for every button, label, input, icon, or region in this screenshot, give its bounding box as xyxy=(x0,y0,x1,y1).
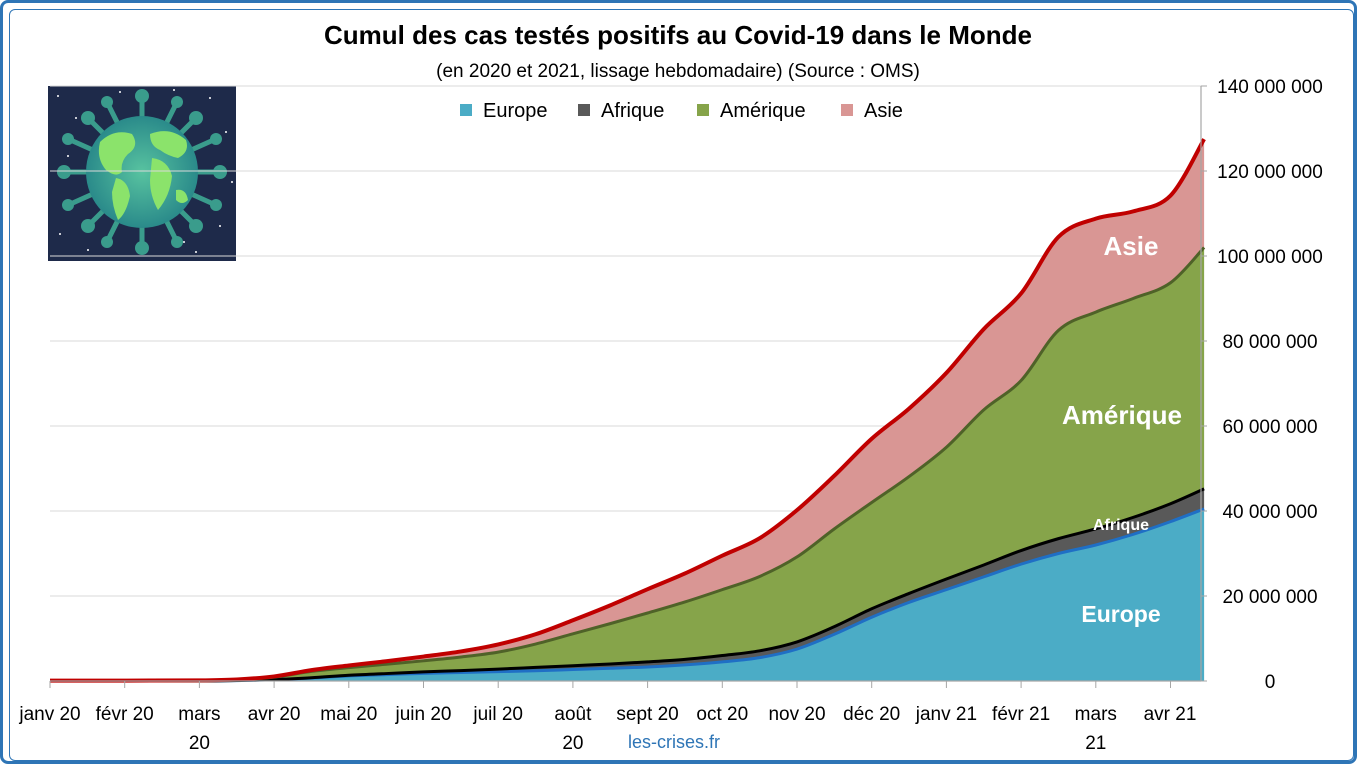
legend-swatch-europe xyxy=(460,104,472,116)
chart-subtitle: (en 2020 et 2021, lissage hebdomadaire) … xyxy=(436,61,920,82)
line-afrique xyxy=(49,487,1205,683)
x-tick-label: août xyxy=(554,704,592,725)
area-edges xyxy=(49,138,1206,683)
x-tick-label: déc 20 xyxy=(843,704,900,725)
area-europe xyxy=(50,508,1205,682)
y-tick-label: 60 000 000 xyxy=(1222,417,1317,438)
y-axis-ticks: 0 20 000 000 40 000 000 60 000 000 80 000 00… xyxy=(1201,77,1323,693)
x-tick-label: avr 20 xyxy=(248,704,301,725)
area-label-asie: Asie xyxy=(1104,231,1159,261)
legend-label-asie: Asie xyxy=(864,100,903,122)
y-tick-label: 140 000 000 xyxy=(1217,77,1323,98)
x-tick-label: nov 20 xyxy=(768,704,825,725)
stacked-areas xyxy=(50,139,1205,682)
x-tick-label: févr 21 xyxy=(992,704,1050,725)
area-label-amérique: Amérique xyxy=(1062,400,1182,430)
y-tick-label: 0 xyxy=(1265,672,1276,693)
x-tick-label: mars xyxy=(1075,704,1117,725)
x-tick-label: juin 20 xyxy=(395,704,452,725)
area-label-europe: Europe xyxy=(1081,601,1160,627)
x-tick-label: sept 20 xyxy=(616,704,678,725)
y-tick-label: 80 000 000 xyxy=(1222,332,1317,353)
x-tick-label-line2: 20 xyxy=(189,733,210,754)
x-tick-label: avr 21 xyxy=(1144,704,1197,725)
x-tick-label: janv 21 xyxy=(915,704,977,725)
legend-swatch-amérique xyxy=(697,104,709,116)
axes xyxy=(50,86,1202,682)
area-amérique xyxy=(50,247,1205,682)
y-tick-label: 40 000 000 xyxy=(1222,502,1317,523)
area-label-afrique: Afrique xyxy=(1093,517,1149,534)
x-tick-label-line2: 20 xyxy=(562,733,583,754)
legend-label-europe: Europe xyxy=(483,100,548,122)
chart-title: Cumul des cas testés positifs au Covid-1… xyxy=(324,20,1032,50)
legend-label-afrique: Afrique xyxy=(601,100,664,122)
y-tick-label: 120 000 000 xyxy=(1217,162,1323,183)
x-tick-label: janv 20 xyxy=(18,704,80,725)
legend-swatch-afrique xyxy=(578,104,590,116)
x-tick-label: mars xyxy=(178,704,220,725)
source-note: les-crises.fr xyxy=(628,732,720,752)
y-tick-label: 20 000 000 xyxy=(1222,587,1317,608)
area-labels: Europe Afrique Amérique Asie xyxy=(1062,231,1182,627)
line-asie xyxy=(49,138,1206,683)
x-tick-label: févr 20 xyxy=(96,704,154,725)
chart-inner-frame xyxy=(9,9,1354,761)
x-tick-label-line2: 21 xyxy=(1085,733,1106,754)
x-tick-label: oct 20 xyxy=(696,704,748,725)
legend: Europe Afrique Amérique Asie xyxy=(460,100,903,122)
area-asie xyxy=(50,139,1205,682)
covid-globe-icon xyxy=(48,86,236,261)
x-tick-label: juil 20 xyxy=(472,704,523,725)
legend-swatch-asie xyxy=(841,104,853,116)
legend-label-amérique: Amérique xyxy=(720,100,806,122)
y-tick-label: 100 000 000 xyxy=(1217,247,1323,268)
x-tick-label: mai 20 xyxy=(320,704,377,725)
x-axis-ticks: janv 20 févr 20 mars 20 avr 20 mai 20 juin 20 j… xyxy=(18,681,1196,754)
